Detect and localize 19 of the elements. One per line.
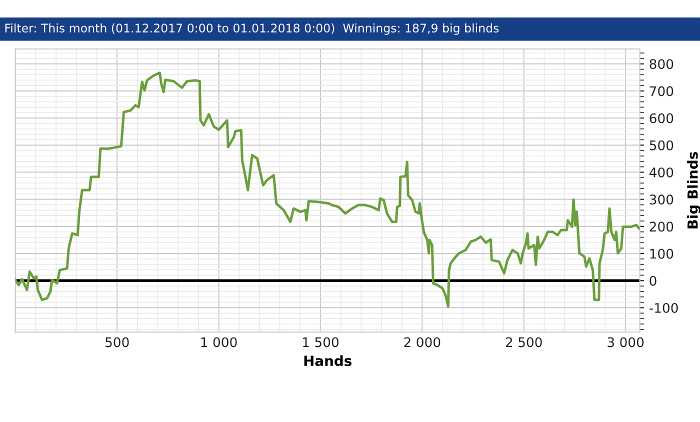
y-tick-label: 0 [650,276,656,286]
y-tick-label: 700 [650,86,674,96]
line-series [15,72,640,308]
x-tick-label: 3 000 [608,337,644,348]
y-tick-label: 600 [650,113,674,124]
y-tick-label: -100 [649,302,678,313]
y-tick-label: 100 [650,248,674,259]
x-tick-label: 1 500 [303,337,338,348]
y-tick-label: 800 [650,59,674,70]
y-tick-label: 200 [650,222,674,232]
y-tick-label: 500 [650,140,674,150]
y-tick-label: 300 [650,194,674,205]
y-tick-label: 400 [649,167,674,178]
x-axis-title: Hands [304,355,352,366]
x-tick-label: 500 [106,337,129,348]
x-tick-label: 2 000 [404,337,440,348]
x-tick-label: 2 500 [506,337,542,348]
x-tick-label: 1 000 [201,337,237,348]
chart-title: Filter: This month (01.12.2017 0:00 to 01.01.2018 0:00) Winnings: 187,9 big blinds [5,23,499,35]
